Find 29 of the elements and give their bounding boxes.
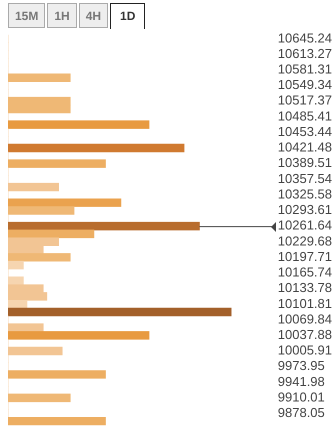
y-tick-label: 10613.27 [278,46,332,61]
text: 1D [110,3,146,29]
text: 4H [78,3,108,28]
y-tick-label: 10037.88 [278,326,332,342]
y-tick-label: 10101.81 [278,296,332,311]
y-tick-label: 10581.31 [278,62,332,77]
y-tick-label: 9910.01 [278,389,325,404]
y-tick-label: 10645.24 [278,30,332,46]
y-tick-label: 10005.91 [278,342,332,358]
y-tick-label: 10229.68 [278,233,332,248]
y-tick-label: 9878.05 [278,405,325,420]
y-tick-label: 10197.71 [278,248,332,264]
y-tick-label: 10485.41 [278,108,332,124]
y-tick-label: 9973.95 [278,358,325,374]
y-tick-label: 10453.44 [278,124,332,139]
text: 1H [47,3,77,28]
y-tick-label: 10261.64 [278,218,332,233]
y-tick-label: 9941.98 [278,374,325,389]
y-tick-label: 10133.78 [278,280,332,296]
y-tick-label: 10549.34 [278,77,332,92]
y-tick-label: 10165.74 [278,264,332,280]
text: 15M [8,3,46,28]
y-tick-label: 10517.37 [278,92,332,108]
y-tick-label: 10293.61 [278,202,332,218]
y-tick-label: 10357.54 [278,170,332,186]
y-tick-label: 10069.84 [278,311,332,326]
y-tick-label: 10421.48 [278,140,332,155]
y-tick-label: 10389.51 [278,155,332,170]
y-tick-label: 10325.58 [278,186,332,202]
